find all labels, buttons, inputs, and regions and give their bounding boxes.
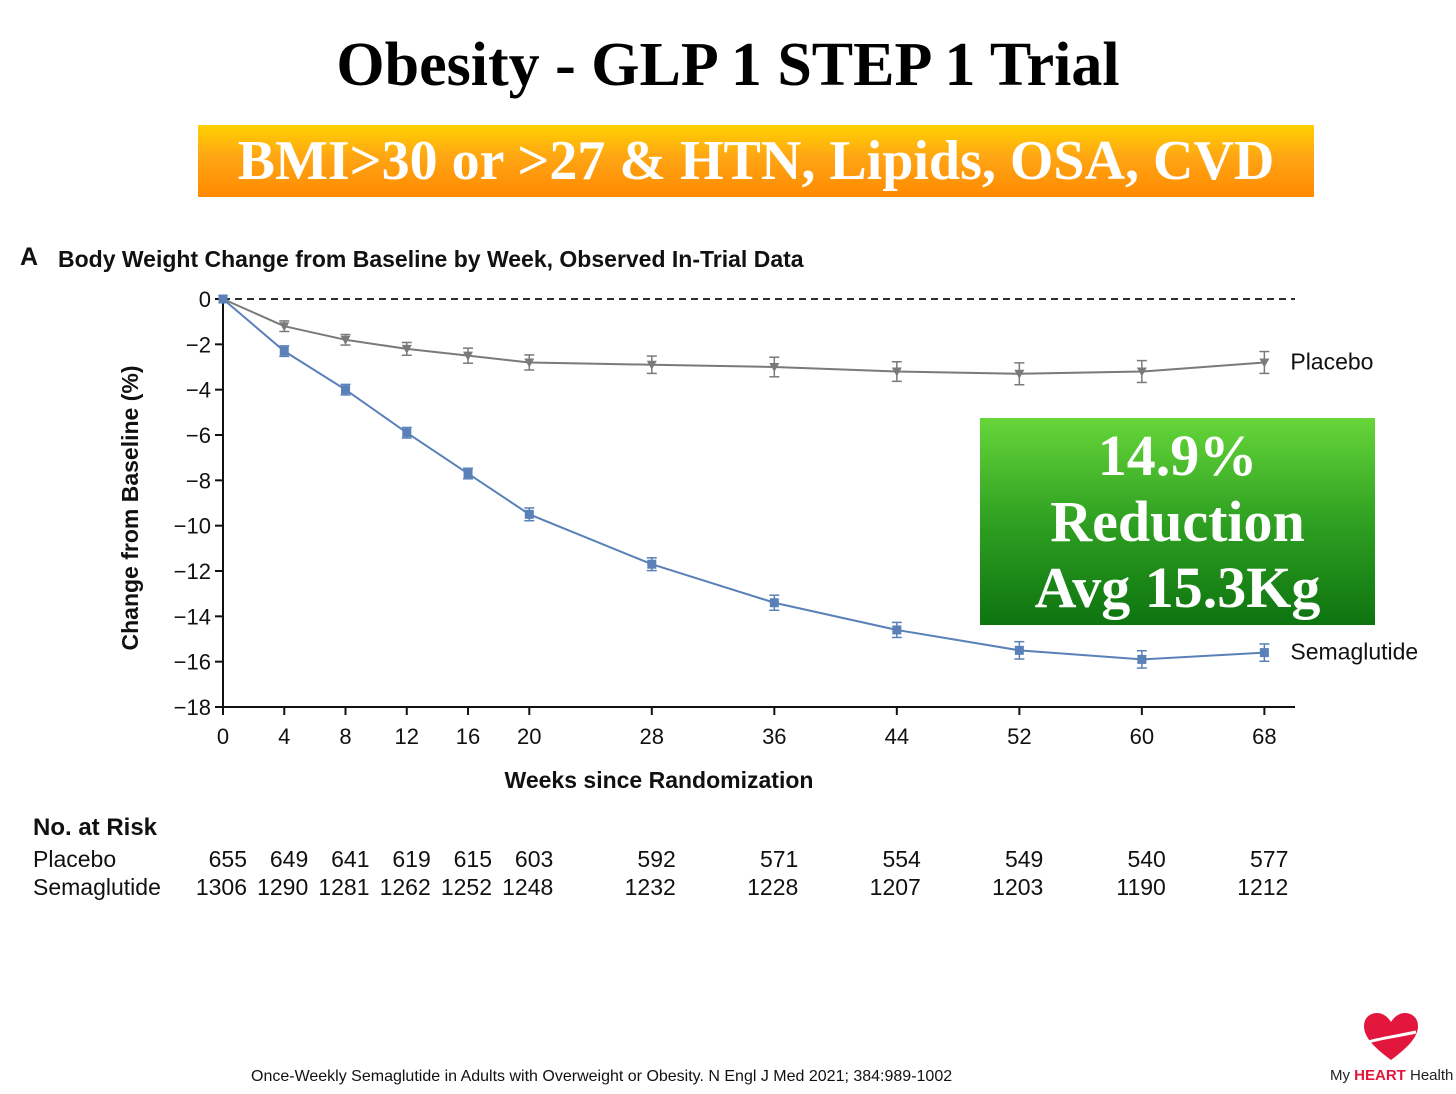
x-tick-label: 36 bbox=[762, 724, 786, 749]
x-axis-label: Weeks since Randomization bbox=[505, 767, 814, 793]
placebo-point bbox=[401, 344, 412, 354]
callout-avg-kg: Avg 15.3Kg bbox=[1034, 554, 1321, 620]
semaglutide-point bbox=[524, 509, 534, 519]
x-tick-label: 20 bbox=[517, 724, 541, 749]
semaglutide-point bbox=[341, 385, 351, 395]
risk-cell: 603 bbox=[514, 846, 554, 872]
risk-cell: 1281 bbox=[318, 874, 370, 900]
placebo-point bbox=[463, 351, 474, 361]
callout-reduction: Reduction bbox=[1050, 488, 1305, 554]
logo-heart-word: HEART bbox=[1354, 1067, 1406, 1084]
risk-cell: 540 bbox=[1127, 846, 1166, 872]
semaglutide-line bbox=[222, 298, 1265, 661]
risk-cell: 571 bbox=[759, 846, 799, 872]
risk-cell: 1232 bbox=[624, 874, 676, 900]
risk-cell: 1190 bbox=[1116, 874, 1166, 900]
y-tick-label: −4 bbox=[186, 378, 211, 403]
risk-cell: 1203 bbox=[992, 874, 1044, 900]
y-tick-label: −2 bbox=[186, 332, 211, 357]
x-tick-label: 68 bbox=[1252, 724, 1276, 749]
risk-cell: 655 bbox=[208, 846, 247, 872]
risk-cell: 619 bbox=[392, 846, 431, 872]
placebo-point bbox=[1014, 369, 1025, 379]
heart-icon bbox=[1364, 1013, 1418, 1060]
semaglutide-point bbox=[769, 598, 779, 608]
criteria-banner: BMI>30 or >27 & HTN, Lipids, OSA, CVD bbox=[198, 125, 1314, 197]
placebo-point bbox=[646, 360, 657, 370]
risk-cell: 641 bbox=[331, 846, 370, 872]
y-tick-label: −12 bbox=[174, 559, 211, 584]
risk-cell: 649 bbox=[269, 846, 309, 872]
y-tick-label: −14 bbox=[174, 604, 211, 629]
semaglutide-series-label: Semaglutide bbox=[1290, 639, 1418, 665]
semaglutide-point bbox=[892, 625, 902, 635]
callout-percent: 14.9% bbox=[1097, 422, 1258, 488]
risk-row-label: Semaglutide bbox=[33, 874, 161, 900]
chart-title: Body Weight Change from Baseline by Week… bbox=[58, 246, 804, 272]
risk-table-title: No. at Risk bbox=[33, 814, 158, 841]
risk-cell: 554 bbox=[882, 846, 921, 872]
placebo-point bbox=[1136, 367, 1147, 377]
risk-cell: 549 bbox=[1004, 846, 1044, 872]
x-tick-label: 16 bbox=[456, 724, 480, 749]
risk-cell: 1212 bbox=[1237, 874, 1289, 900]
citation: Once-Weekly Semaglutide in Adults with O… bbox=[251, 1068, 953, 1085]
placebo-point bbox=[769, 363, 780, 372]
x-tick-label: 8 bbox=[339, 724, 351, 749]
semaglutide-point bbox=[1137, 654, 1147, 664]
panel-letter: A bbox=[20, 243, 39, 271]
semaglutide-point bbox=[463, 469, 473, 479]
placebo-point bbox=[891, 367, 902, 377]
placebo-point bbox=[524, 358, 535, 368]
x-tick-label: 0 bbox=[217, 724, 229, 749]
logo-suffix: Health bbox=[1405, 1067, 1454, 1084]
x-tick-label: 44 bbox=[885, 724, 909, 749]
risk-cell: 577 bbox=[1249, 846, 1289, 872]
x-tick-label: 12 bbox=[395, 724, 419, 749]
risk-cell: 615 bbox=[453, 846, 493, 872]
semaglutide-point bbox=[647, 559, 657, 569]
x-tick-label: 52 bbox=[1007, 724, 1031, 749]
semaglutide-point bbox=[1259, 648, 1269, 658]
risk-cell: 1228 bbox=[747, 874, 799, 900]
placebo-point bbox=[279, 322, 290, 332]
x-tick-label: 60 bbox=[1130, 724, 1154, 749]
placebo-point bbox=[340, 335, 351, 345]
risk-cell: 1252 bbox=[440, 874, 493, 900]
placebo-point bbox=[1259, 358, 1270, 368]
slide-title: Obesity - GLP 1 STEP 1 Trial bbox=[336, 31, 1120, 99]
y-tick-label: −16 bbox=[174, 650, 211, 675]
my-heart-health-logo: My HEART Health bbox=[1330, 1012, 1456, 1088]
semaglutide-point bbox=[1014, 645, 1024, 655]
risk-cell: 1248 bbox=[502, 874, 554, 900]
y-tick-label: −18 bbox=[174, 695, 211, 720]
reduction-callout: 14.9% Reduction Avg 15.3Kg bbox=[980, 418, 1375, 625]
y-tick-label: −8 bbox=[186, 468, 211, 493]
risk-cell: 1207 bbox=[869, 874, 921, 900]
risk-cell: 592 bbox=[637, 846, 676, 872]
logo-text: My HEART Health bbox=[1330, 1067, 1453, 1084]
x-tick-label: 28 bbox=[640, 724, 664, 749]
risk-cell: 1290 bbox=[257, 874, 309, 900]
x-tick-label: 4 bbox=[278, 724, 290, 749]
risk-cell: 1306 bbox=[195, 874, 247, 900]
y-tick-label: −10 bbox=[174, 514, 211, 539]
placebo-series-label: Placebo bbox=[1290, 348, 1373, 374]
y-axis-label: Change from Baseline (%) bbox=[117, 366, 143, 651]
criteria-banner-text: BMI>30 or >27 & HTN, Lipids, OSA, CVD bbox=[237, 130, 1275, 192]
semaglutide-point bbox=[279, 346, 289, 356]
risk-row-label: Placebo bbox=[33, 846, 117, 872]
y-tick-label: 0 bbox=[199, 287, 211, 312]
logo-prefix: My bbox=[1330, 1067, 1355, 1084]
placebo-line bbox=[222, 298, 1265, 375]
y-tick-label: −6 bbox=[186, 423, 211, 448]
semaglutide-point bbox=[218, 294, 228, 304]
risk-cell: 1262 bbox=[379, 874, 431, 900]
semaglutide-point bbox=[402, 428, 412, 438]
